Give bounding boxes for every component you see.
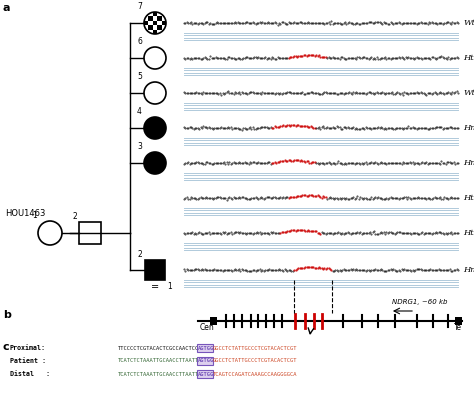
Bar bbox=[162, 21, 166, 25]
Text: Hmz: Hmz bbox=[463, 159, 474, 167]
Text: a: a bbox=[3, 3, 10, 13]
Bar bbox=[144, 30, 148, 34]
Text: Htz: Htz bbox=[463, 194, 474, 202]
Text: AGTGG: AGTGG bbox=[198, 372, 214, 377]
Bar bbox=[79, 222, 101, 245]
Text: 6: 6 bbox=[137, 37, 142, 46]
Bar bbox=[157, 25, 162, 30]
Bar bbox=[197, 344, 213, 352]
Text: Wt: Wt bbox=[463, 19, 474, 27]
Circle shape bbox=[144, 152, 166, 174]
Text: Patient :: Patient : bbox=[10, 358, 46, 364]
Bar bbox=[153, 21, 157, 25]
Circle shape bbox=[144, 117, 166, 139]
Text: AGTGG: AGTGG bbox=[198, 359, 214, 364]
Bar bbox=[210, 317, 217, 325]
Text: NDRG1, ~60 kb: NDRG1, ~60 kb bbox=[392, 299, 448, 305]
Text: c: c bbox=[3, 342, 9, 352]
Text: GGCCTCTATTGCCCTCGTACACTCGT: GGCCTCTATTGCCCTCGTACACTCGT bbox=[212, 359, 297, 364]
Text: 1: 1 bbox=[32, 211, 37, 220]
Bar bbox=[162, 30, 166, 34]
Bar bbox=[455, 317, 462, 325]
Text: Htz: Htz bbox=[463, 229, 474, 237]
Text: Wt: Wt bbox=[463, 89, 474, 97]
Text: TTCCCCTCGTACACTCGCCAACTCCAG: TTCCCCTCGTACACTCGCCAACTCCAG bbox=[118, 346, 206, 351]
Text: Htz: Htz bbox=[463, 54, 474, 62]
Text: 4: 4 bbox=[137, 107, 142, 116]
Text: 2: 2 bbox=[138, 250, 143, 259]
Bar bbox=[157, 16, 162, 21]
Text: TCATCTCTAAATTGCAACCTTAATTTT: TCATCTCTAAATTGCAACCTTAATTTT bbox=[118, 372, 206, 377]
Text: 1: 1 bbox=[167, 283, 172, 291]
Text: Distal   :: Distal : bbox=[10, 371, 50, 377]
Text: 5: 5 bbox=[137, 72, 142, 81]
Text: TCAGTCCAGATCAAAGCCAAGGGGCA: TCAGTCCAGATCAAAGCCAAGGGGCA bbox=[212, 372, 297, 377]
Text: Hmz: Hmz bbox=[463, 266, 474, 274]
Bar bbox=[197, 357, 213, 365]
Text: 2: 2 bbox=[73, 212, 78, 221]
Text: Te: Te bbox=[454, 323, 462, 332]
Bar bbox=[153, 12, 157, 16]
Text: 7: 7 bbox=[137, 2, 142, 11]
Bar bbox=[144, 12, 148, 16]
Bar bbox=[145, 260, 165, 280]
Text: Proximal:: Proximal: bbox=[10, 345, 46, 351]
Text: GGCCTCTATTGCCCTCGTACACTCGT: GGCCTCTATTGCCCTCGTACACTCGT bbox=[212, 346, 297, 351]
Text: HOU1463: HOU1463 bbox=[5, 209, 46, 217]
Text: Cen: Cen bbox=[200, 323, 215, 332]
Bar bbox=[148, 25, 153, 30]
Text: Hmz: Hmz bbox=[463, 124, 474, 132]
Bar bbox=[162, 12, 166, 16]
Text: b: b bbox=[3, 310, 11, 320]
Text: 3: 3 bbox=[137, 142, 142, 151]
Bar bbox=[144, 21, 148, 25]
Text: TCATCTCTAAATTGCAACCTTAATTTT: TCATCTCTAAATTGCAACCTTAATTTT bbox=[118, 359, 206, 364]
Text: AGTGG: AGTGG bbox=[198, 346, 214, 351]
Bar bbox=[153, 30, 157, 34]
Bar bbox=[148, 16, 153, 21]
Bar bbox=[197, 370, 213, 378]
Text: =: = bbox=[151, 283, 159, 293]
Circle shape bbox=[144, 12, 166, 34]
